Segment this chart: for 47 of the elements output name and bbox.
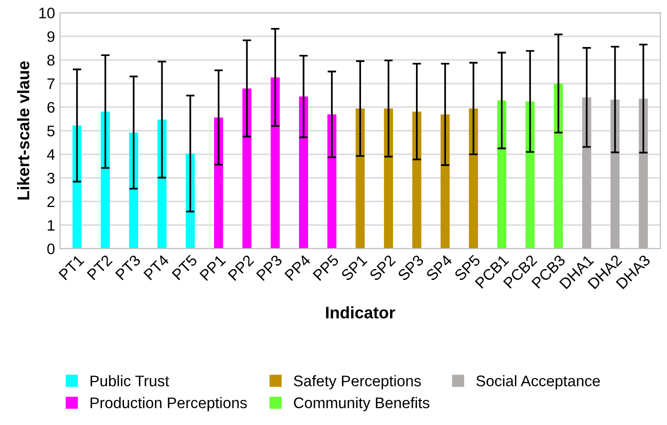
x-tick-label: SP1 — [340, 254, 368, 282]
x-tick-label: PP1 — [199, 254, 226, 281]
y-tick-label: 2 — [47, 196, 54, 207]
bar — [384, 108, 394, 249]
bar — [526, 101, 535, 249]
y-tick-label: 7 — [47, 78, 54, 90]
legend-label: Production Perceptions — [90, 397, 247, 412]
bar — [554, 84, 563, 249]
x-axis-title: Indicator — [326, 306, 396, 319]
x-tick-label: PP3 — [256, 254, 283, 281]
x-tick-label: PT2 — [86, 254, 113, 280]
y-axis-title: Likert-scale vlaue — [17, 61, 30, 200]
bar — [299, 96, 308, 249]
bar — [356, 108, 365, 249]
bar — [327, 114, 336, 249]
x-tick-label: SP4 — [425, 254, 453, 282]
legend-label: Community Benefits — [294, 397, 430, 412]
x-tick-label: PT3 — [115, 254, 142, 280]
bar — [242, 88, 252, 249]
bar — [638, 98, 648, 249]
bar — [497, 100, 506, 249]
bar — [582, 97, 592, 249]
y-tick-label: 0 — [47, 243, 55, 254]
y-tick-label: 9 — [47, 31, 54, 42]
bar — [468, 108, 478, 249]
y-tick-label: 5 — [47, 126, 55, 136]
y-tick-label: 8 — [47, 54, 55, 66]
y-tick-label: 4 — [47, 149, 55, 160]
bar — [214, 117, 224, 249]
bar — [610, 100, 620, 249]
bar — [440, 114, 450, 249]
bar — [129, 132, 138, 249]
x-tick-label: PT1 — [58, 254, 84, 280]
y-tick-label: 10 — [39, 8, 55, 18]
legend-label: Social Acceptance — [476, 375, 600, 390]
bar — [100, 112, 110, 249]
bar — [270, 77, 280, 249]
x-tick-label: PP2 — [228, 254, 254, 281]
x-tick-label: SP3 — [397, 254, 424, 282]
legend-label: Safety Perceptions — [294, 375, 421, 390]
x-tick-label: SP2 — [368, 254, 396, 282]
bar — [412, 112, 422, 249]
y-tick-label: 6 — [47, 102, 54, 113]
y-tick-label: 1 — [48, 220, 54, 231]
legend-label: Public Trust — [90, 375, 170, 386]
x-tick-label: PT4 — [143, 254, 170, 280]
y-tick-label: 3 — [47, 172, 54, 184]
